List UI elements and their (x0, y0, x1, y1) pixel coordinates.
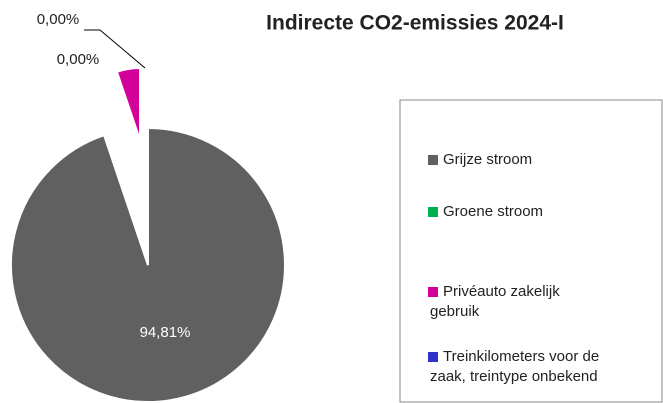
legend-box (399, 99, 663, 403)
pie-slice (115, 66, 141, 141)
legend-label: Groene stroom (443, 203, 543, 220)
legend-swatch (428, 287, 438, 297)
legend-label: Privéauto zakelijk gebruik (430, 283, 560, 320)
data-label: 0,00% (57, 51, 100, 68)
data-label: 0,00% (37, 11, 80, 28)
leader-line (84, 29, 146, 69)
legend-swatch (428, 207, 438, 217)
legend-swatch (428, 352, 438, 362)
legend-label: Grijze stroom (443, 151, 532, 168)
data-label: 94,81% (140, 324, 191, 341)
legend-swatch (428, 155, 438, 165)
legend-label: Treinkilometers voor de zaak, treintype o… (430, 348, 599, 385)
chart-title: Indirecte CO2-emissies 2024-I (266, 12, 564, 35)
